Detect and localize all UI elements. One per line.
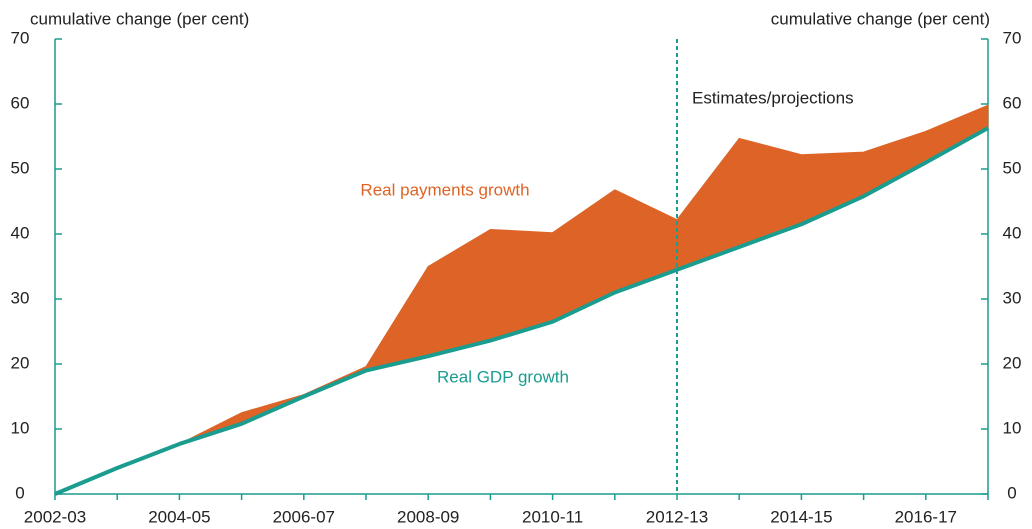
payments-area: [54, 104, 989, 495]
y-tick-label: 70: [11, 28, 30, 47]
x-tick-label: 2016-17: [895, 507, 957, 526]
y-tick-label: 50: [11, 158, 30, 177]
x-tick-label: 2008-09: [397, 507, 459, 526]
y-tick-label: 10: [11, 418, 30, 437]
y2-tick-label: 70: [1003, 28, 1022, 47]
series-label: Real payments growth: [360, 180, 529, 199]
x-tick-label: 2004-05: [148, 507, 210, 526]
y-tick-label: 20: [11, 353, 30, 372]
y2-tick-label: 40: [1003, 223, 1022, 242]
x-tick-label: 2014-15: [770, 507, 832, 526]
x-tick-label: 2006-07: [273, 507, 335, 526]
y2-tick-label: 60: [1003, 93, 1022, 112]
series-label: Real GDP growth: [437, 367, 569, 386]
projection-label: Estimates/projections: [692, 88, 854, 107]
x-tick-label: 2010-11: [522, 507, 583, 526]
gdp-line: [54, 126, 989, 496]
y2-axis-label: cumulative change (per cent): [771, 9, 990, 28]
x-tick-label: 2012-13: [646, 507, 708, 526]
y2-tick-label: 20: [1003, 353, 1022, 372]
y2-tick-label: 0: [1007, 483, 1016, 502]
y2-tick-label: 10: [1003, 418, 1022, 437]
y-tick-label: 60: [11, 93, 30, 112]
y2-tick-label: 30: [1003, 288, 1022, 307]
y2-tick-label: 50: [1003, 158, 1022, 177]
y-axis-label: cumulative change (per cent): [30, 9, 249, 28]
y-tick-label: 0: [15, 483, 24, 502]
x-tick-label: 2002-03: [24, 507, 86, 526]
y-tick-label: 30: [11, 288, 30, 307]
y-tick-label: 40: [11, 223, 30, 242]
